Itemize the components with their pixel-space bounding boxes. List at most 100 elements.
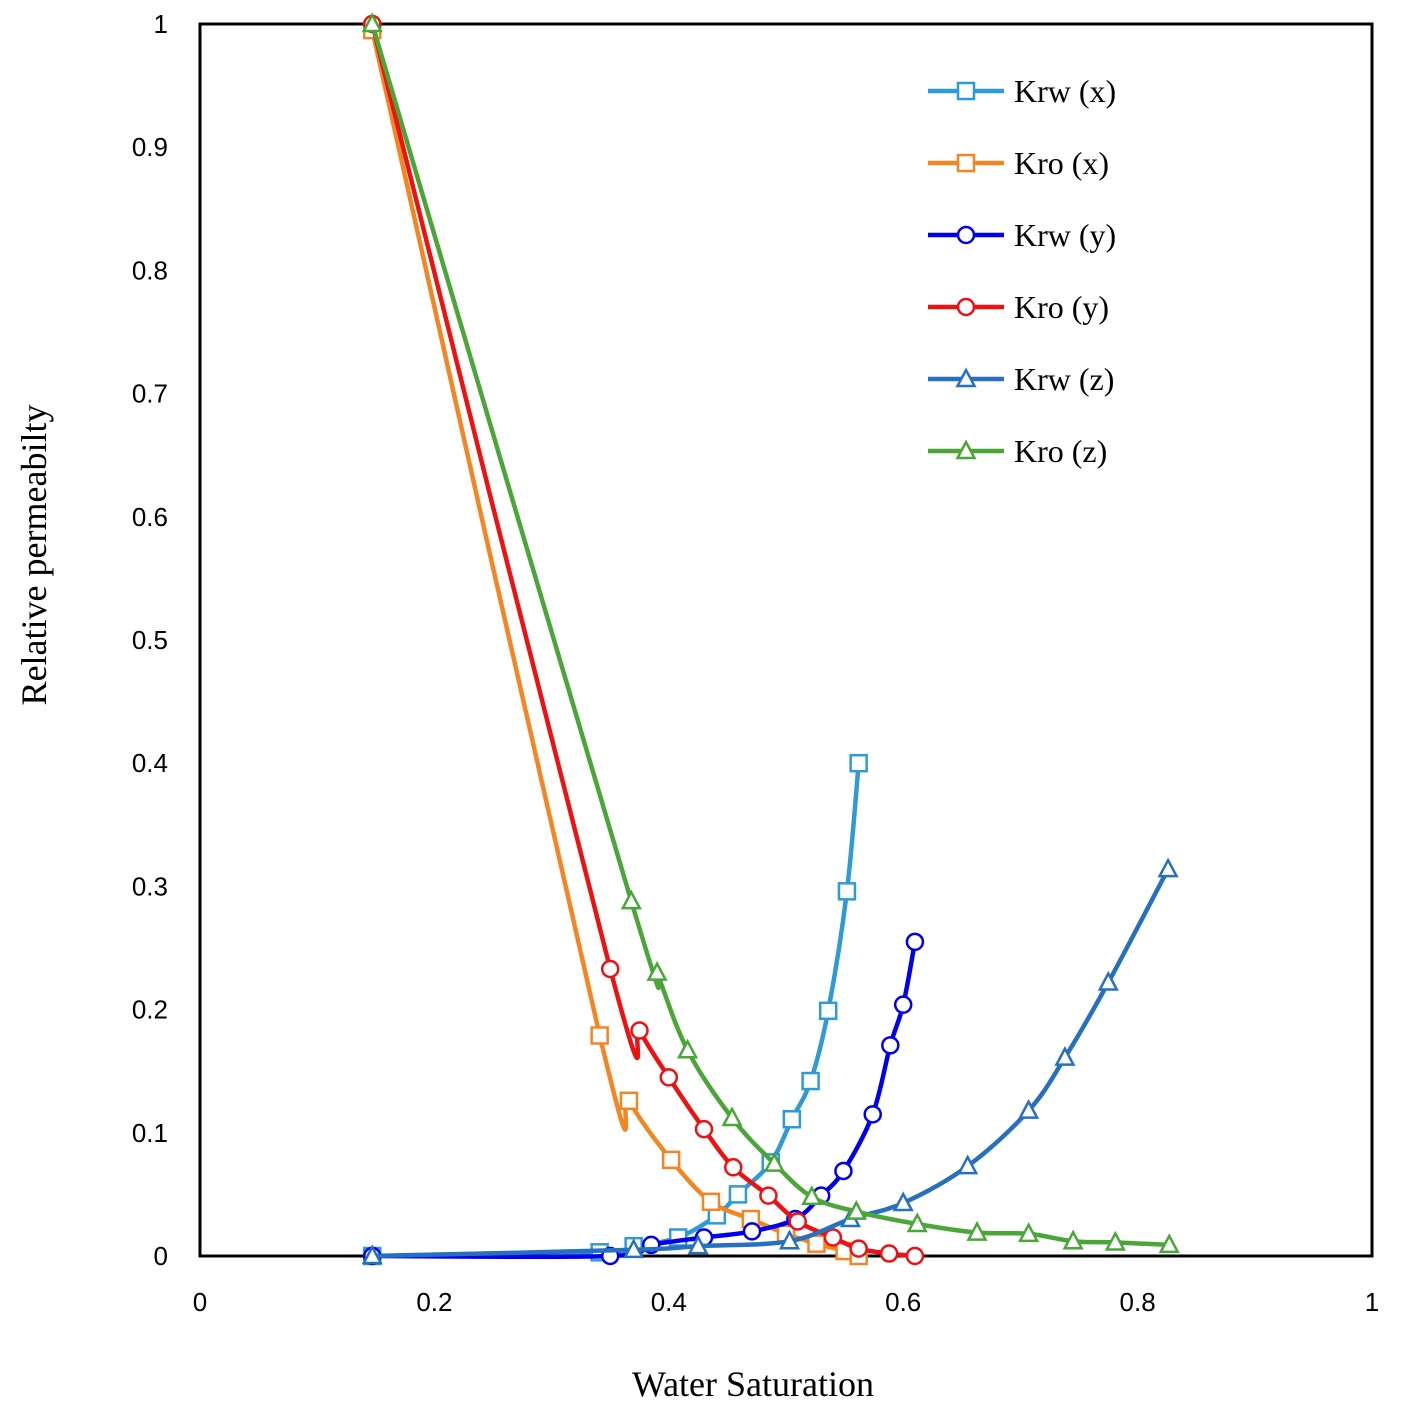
y-tick-label: 0.9 (132, 132, 168, 162)
data-point-krw-z (1157, 857, 1179, 878)
legend-marker (955, 367, 977, 388)
x-tick-label: 0.4 (651, 1287, 687, 1317)
y-tick-label: 1 (154, 9, 168, 39)
data-point-kro-z (763, 1151, 785, 1172)
legend-marker (956, 297, 976, 317)
x-tick-label: 0 (193, 1287, 207, 1317)
data-point-krw-x (782, 1109, 802, 1129)
y-tick-label: 0.6 (132, 502, 168, 532)
data-point-krw-z (892, 1191, 914, 1212)
data-point-krw-x (818, 1001, 838, 1021)
y-tick-label: 0.1 (132, 1118, 168, 1148)
data-point-kro-x (619, 1091, 639, 1111)
y-tick-label: 0.3 (132, 871, 168, 901)
legend-label: Kro (z) (1014, 433, 1107, 469)
data-point-kro-y (759, 1186, 778, 1205)
data-point-kro-y (600, 959, 620, 979)
data-point-kro-y (823, 1228, 843, 1247)
data-point-kro-x (701, 1192, 721, 1212)
y-tick-label: 0.8 (132, 255, 168, 285)
y-tick-label: 0.5 (132, 625, 168, 655)
data-point-kro-z (801, 1185, 823, 1206)
y-tick-label: 0.2 (132, 995, 168, 1025)
data-point-kro-z (646, 960, 668, 981)
data-point-kro-z (361, 12, 383, 33)
data-point-kro-y (630, 1021, 649, 1040)
legend-item-krw-z: Krw (z) (928, 361, 1114, 397)
data-point-kro-z (1018, 1222, 1040, 1243)
series-line-kro-y (370, 21, 918, 1259)
x-axis-tick-labels: 0 0.2 0.4 0.6 0.8 1 (193, 1287, 1379, 1317)
data-point-kro-z (620, 889, 642, 910)
plot-area-frame (198, 22, 1374, 1258)
legend-item-krw-x: Krw (x) (928, 73, 1116, 109)
legend-marker (956, 153, 976, 173)
data-point-kro-z (1158, 1233, 1180, 1254)
legend-item-kro-y: Kro (y) (928, 289, 1109, 325)
data-point-krw-x (849, 753, 868, 773)
series-krw-y (363, 932, 925, 1266)
x-tick-label: 0.2 (416, 1287, 452, 1317)
data-point-krw-y (893, 995, 913, 1014)
legend-marker (955, 439, 977, 460)
data-point-krw-z (361, 1244, 383, 1265)
series-krw-x (363, 753, 868, 1266)
legend-marker (956, 81, 976, 101)
data-point-krw-y (834, 1161, 853, 1181)
data-point-krw-y (742, 1222, 762, 1241)
data-point-kro-y (724, 1158, 743, 1177)
x-axis-title: Water Saturation (632, 1364, 874, 1404)
series-krw-z (361, 857, 1179, 1265)
y-tick-label: 0.7 (132, 379, 168, 409)
series-line-kro-x (370, 27, 861, 1259)
data-point-krw-x (728, 1185, 748, 1204)
legend: Krw (x) Kro (x) Krw (y) Kro (y) Krw (z) Kro (… (928, 73, 1116, 469)
x-tick-label: 0.8 (1120, 1287, 1156, 1317)
legend-item-kro-x: Kro (x) (928, 145, 1109, 181)
x-tick-label: 1 (1365, 1287, 1379, 1317)
data-point-kro-z (966, 1220, 988, 1241)
series-line-kro-z (370, 21, 1172, 1248)
legend-label: Krw (x) (1014, 73, 1116, 109)
x-tick-label: 0.6 (885, 1287, 921, 1317)
legend-marker (956, 225, 976, 245)
legend-label: Krw (y) (1014, 217, 1116, 253)
series-kro-y (363, 14, 925, 1266)
y-tick-label: 0.4 (132, 748, 168, 778)
series-kro-z (361, 12, 1180, 1254)
data-point-kro-y (905, 1246, 925, 1266)
legend-label: Kro (y) (1014, 289, 1109, 325)
data-point-kro-z (1104, 1230, 1126, 1251)
data-point-krw-z (1097, 970, 1119, 991)
data-point-kro-z (1062, 1229, 1084, 1250)
legend-label: Kro (x) (1014, 145, 1109, 181)
data-point-krw-y (905, 932, 925, 952)
y-axis-title: Relative permeabilty (14, 405, 54, 706)
data-point-kro-y (849, 1239, 868, 1258)
y-tick-label: 0 (154, 1241, 168, 1271)
legend-item-krw-y: Krw (y) (928, 217, 1116, 253)
data-point-kro-z (845, 1199, 867, 1220)
data-point-krw-x (801, 1071, 820, 1091)
data-point-kro-y (694, 1119, 714, 1139)
data-point-krw-x (837, 882, 857, 901)
data-point-kro-z (906, 1212, 928, 1233)
data-point-kro-z (676, 1038, 699, 1059)
data-point-kro-x (661, 1150, 681, 1170)
data-point-krw-z (957, 1154, 979, 1175)
data-point-krw-z (1018, 1098, 1040, 1119)
data-point-kro-x (590, 1026, 609, 1045)
data-point-krw-z (778, 1229, 801, 1250)
data-point-krw-y (863, 1105, 882, 1124)
data-point-kro-y (659, 1068, 679, 1087)
y-axis-tick-labels: 0 0.1 0.2 0.3 0.4 0.5 0.6 0.7 0.8 0.9 1 (132, 9, 168, 1271)
data-point-kro-z (721, 1106, 743, 1127)
data-point-krw-z (1054, 1045, 1076, 1066)
data-point-kro-x (807, 1234, 826, 1253)
data-point-kro-y (788, 1212, 807, 1231)
series-layer (361, 12, 1180, 1266)
legend-label: Krw (z) (1014, 361, 1114, 397)
data-point-krw-z (687, 1234, 709, 1255)
data-point-krw-y (881, 1036, 900, 1055)
